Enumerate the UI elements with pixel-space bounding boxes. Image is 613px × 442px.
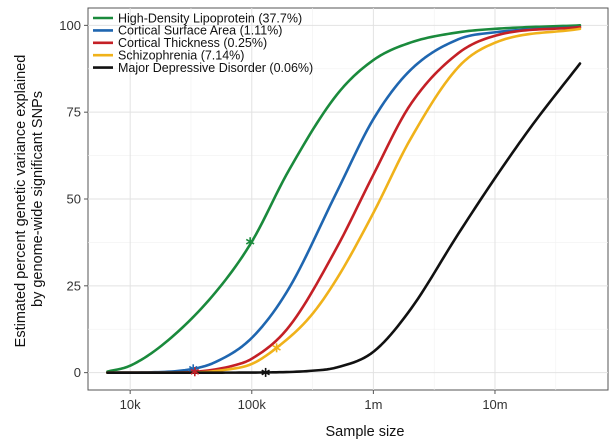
x-tick-label: 100k xyxy=(238,397,267,412)
y-axis-title-line-2: by genome-wide significant SNPs xyxy=(30,91,46,307)
y-axis: 0 25 50 75 100 xyxy=(59,18,88,380)
series-markers xyxy=(188,237,281,377)
y-axis-title-line-1: Estimated percent genetic variance expla… xyxy=(13,55,29,348)
series-lines xyxy=(106,24,582,374)
marker-stroke xyxy=(261,369,270,376)
marker-stroke xyxy=(188,365,198,372)
y-axis-title: Estimated percent genetic variance expla… xyxy=(13,51,46,348)
series-line xyxy=(106,25,582,374)
y-tick-label: 0 xyxy=(74,365,81,380)
legend-label: Major Depressive Disorder (0.06%) xyxy=(118,61,313,75)
marker-stroke xyxy=(190,368,200,375)
series-marker xyxy=(272,343,281,353)
y-tick-label: 50 xyxy=(67,192,81,207)
y-tick-label: 100 xyxy=(59,18,81,33)
legend-label: Cortical Thickness (0.25%) xyxy=(118,36,267,50)
x-tick-label: 1m xyxy=(364,397,382,412)
y-tick-label: 25 xyxy=(67,278,81,293)
legend-label: Schizophrenia (7.14%) xyxy=(118,49,244,63)
marker-stroke xyxy=(272,344,281,351)
x-axis-title: Sample size xyxy=(326,424,405,440)
series-marker xyxy=(261,367,270,377)
series-marker xyxy=(190,367,200,377)
series-line xyxy=(106,62,582,374)
marker-stroke xyxy=(245,238,255,245)
series-marker xyxy=(245,237,255,247)
legend-label: Cortical Surface Area (1.11%) xyxy=(118,24,282,38)
x-tick-label: 10k xyxy=(120,397,141,412)
y-tick-label: 75 xyxy=(67,105,81,120)
legend: High-Density Lipoprotein (37.7%)Cortical… xyxy=(93,11,313,75)
x-axis: 10k 100k 1m 10m xyxy=(120,390,508,412)
x-tick-label: 10m xyxy=(482,397,507,412)
series-line xyxy=(106,24,582,373)
legend-label: High-Density Lipoprotein (37.7%) xyxy=(118,11,302,25)
